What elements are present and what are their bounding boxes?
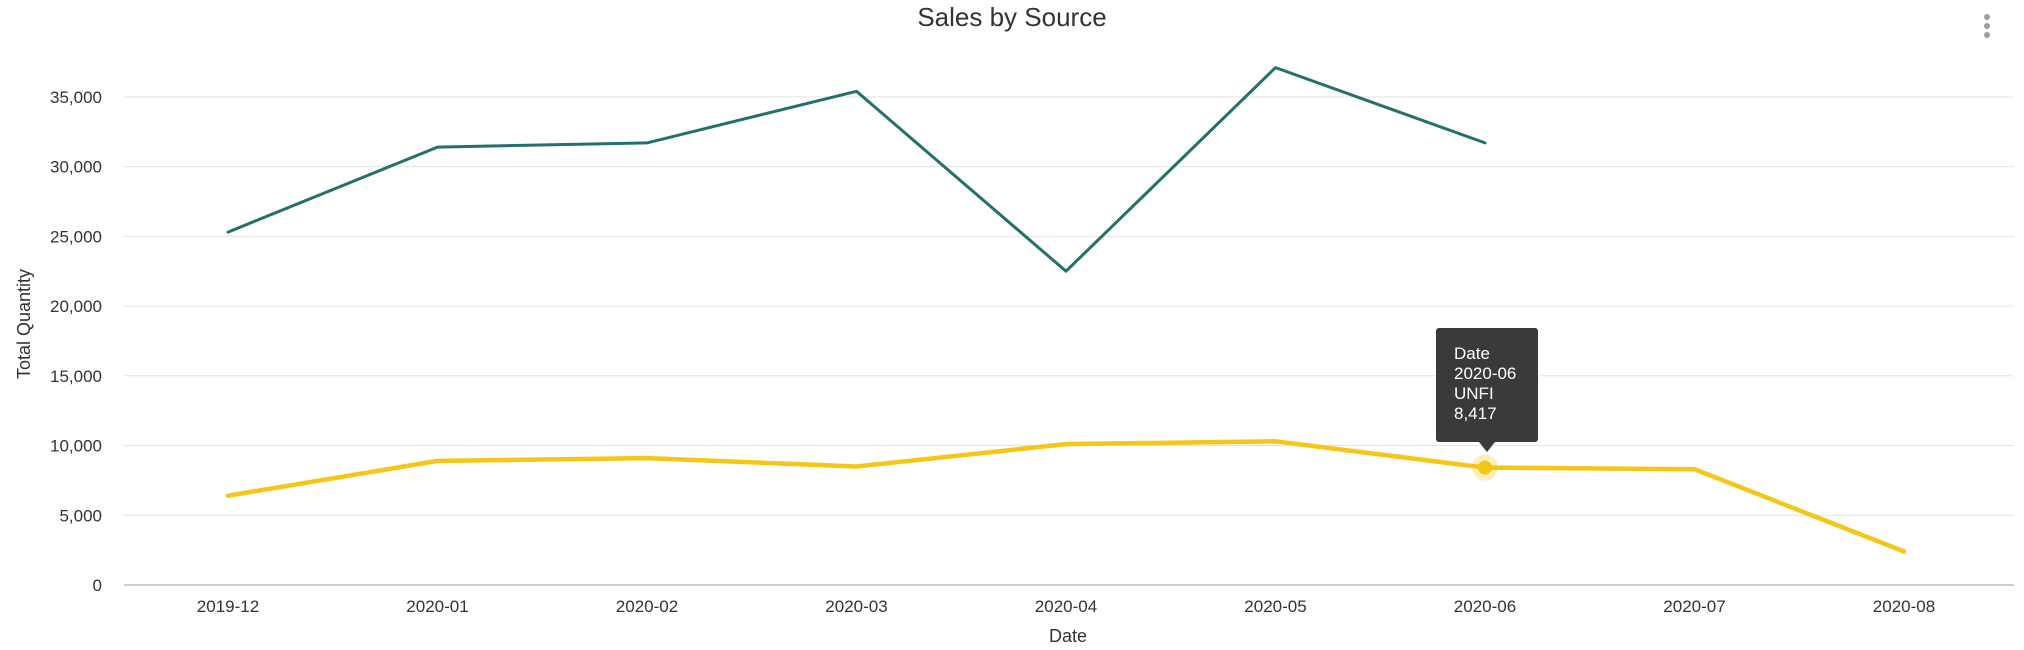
chart-title: Sales by Source: [917, 2, 1107, 32]
tooltip-date-label: Date: [1454, 344, 1490, 363]
x-tick-label: 2019-12: [197, 597, 259, 616]
y-tick-label: 10,000: [50, 437, 102, 456]
x-tick-label: 2020-08: [1873, 597, 1935, 616]
more-vertical-icon[interactable]: [1980, 14, 1994, 40]
y-tick-label: 5,000: [59, 506, 102, 525]
y-tick-label: 30,000: [50, 158, 102, 177]
data-point-highlight: [1478, 460, 1492, 475]
series-line: [226, 66, 1487, 273]
tooltip-value: 8,417: [1454, 404, 1497, 423]
x-tick-label: 2020-07: [1663, 597, 1725, 616]
x-axis: 2019-12 2020-01 2020-02 2020-03 2020-04 2020-…: [197, 597, 1935, 616]
series: [225, 66, 1907, 554]
y-tick-label: 15,000: [50, 367, 102, 386]
x-axis-title: Date: [1049, 626, 1087, 646]
series-line: [225, 439, 1907, 554]
y-axis-title: Total Quantity: [14, 269, 34, 379]
menu-dot: [1984, 32, 1990, 38]
gridlines: [124, 96, 2014, 586]
x-tick-label: 2020-02: [616, 597, 678, 616]
y-tick-label: 25,000: [50, 227, 102, 246]
x-tick-label: 2020-03: [825, 597, 887, 616]
y-axis: 0 5,000 10,000 15,000 20,000 25,000 30,000 35,0…: [50, 88, 102, 595]
y-tick-label: 35,000: [50, 88, 102, 107]
menu-dot: [1984, 14, 1990, 20]
menu-dot: [1984, 23, 1990, 29]
y-tick-label: 0: [93, 576, 102, 595]
y-tick-label: 20,000: [50, 297, 102, 316]
data-tooltip: Date 2020-06 UNFI 8,417: [1436, 328, 1538, 452]
x-tick-label: 2020-05: [1244, 597, 1306, 616]
x-tick-label: 2020-01: [406, 597, 468, 616]
tooltip-series-label: UNFI: [1454, 384, 1494, 403]
tooltip-date-value: 2020-06: [1454, 364, 1517, 383]
x-tick-label: 2020-06: [1454, 597, 1516, 616]
x-tick-label: 2020-04: [1035, 597, 1097, 616]
